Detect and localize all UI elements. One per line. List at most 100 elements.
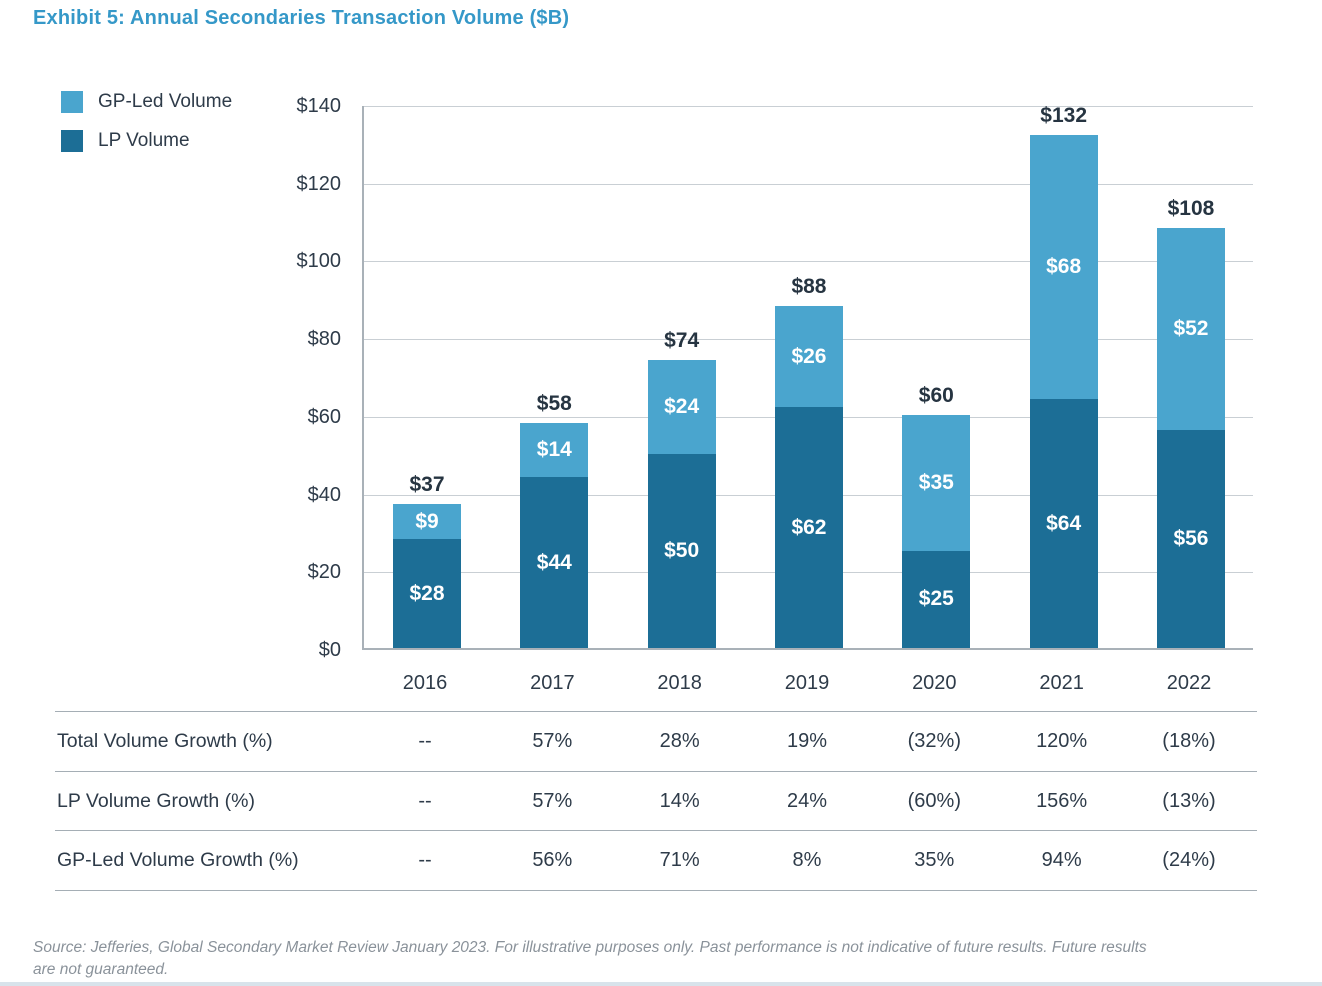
- y-axis-tick-label: $140: [296, 95, 342, 117]
- gp-led-segment: $68: [1029, 135, 1098, 400]
- table-cell-2020: (60%): [907, 789, 961, 812]
- source-note: Source: Jefferies, Global Secondary Mark…: [33, 937, 1233, 981]
- y-axis-tick-label: $80: [307, 328, 341, 351]
- lp-value-label: $44: [536, 550, 572, 574]
- growth-table: Total Volume Growth (%) -- 57% 28% 19% (32%) 1…: [55, 711, 1257, 891]
- lp-segment: $28: [393, 539, 461, 648]
- x-axis-year-label: 2021: [1039, 672, 1084, 694]
- lp-segment: $50: [647, 453, 716, 648]
- gridline: [364, 183, 1253, 185]
- total-value-label: $74: [664, 329, 700, 353]
- total-value-label: $132: [1040, 104, 1087, 128]
- legend-item-gp-led: GP-Led Volume: [61, 91, 232, 113]
- gp-led-segment: $26: [774, 306, 843, 408]
- page-title: Exhibit 5: Annual Secondaries Transactio…: [33, 7, 570, 29]
- y-axis-tick-label: $40: [307, 483, 341, 506]
- total-value-label: $88: [791, 275, 827, 299]
- gp-led-value-label: $26: [791, 344, 827, 368]
- x-axis-year-label: 2016: [402, 672, 448, 694]
- lp-segment: $44: [520, 477, 589, 648]
- lp-segment: $56: [1156, 430, 1225, 648]
- table-cell-2021: 120%: [1036, 730, 1088, 752]
- legend-label: GP-Led Volume: [98, 91, 233, 112]
- gp-led-segment: $14: [520, 422, 589, 478]
- table-cell-2022: (24%): [1162, 849, 1216, 872]
- table-cell-2019: 8%: [792, 849, 822, 872]
- y-axis-tick-label: $120: [296, 172, 342, 195]
- total-value-label: $108: [1167, 197, 1215, 221]
- y-axis-tick-label: $0: [318, 639, 341, 661]
- bar-column-2019: $26 $62 $88: [774, 275, 843, 648]
- gp-led-value-label: $14: [536, 437, 572, 461]
- table-cell-2018: 71%: [659, 849, 700, 872]
- gp-led-segment: $24: [647, 360, 716, 454]
- gp-led-value-label: $68: [1046, 255, 1082, 279]
- gp-led-value-label: $52: [1173, 317, 1209, 341]
- gp-led-value-label: $9: [415, 509, 439, 533]
- bar-column-2017: $14 $44 $58: [520, 392, 589, 648]
- bar-column-2022: $52 $56 $108: [1156, 197, 1225, 648]
- lp-segment: $64: [1029, 399, 1098, 648]
- source-line-1: Source: Jefferies, Global Secondary Mark…: [33, 939, 1147, 956]
- legend-swatch-icon: [61, 130, 83, 152]
- table-cell-2020: (32%): [907, 730, 961, 752]
- table-cell-2016: --: [418, 730, 432, 752]
- lp-value-label: $64: [1046, 511, 1082, 535]
- source-line-2: are not guaranteed.: [33, 961, 169, 978]
- total-value-label: $58: [536, 391, 572, 415]
- y-axis-tick-label: $20: [307, 561, 341, 584]
- page-bottom-border: [0, 982, 1322, 986]
- gp-led-segment: $9: [393, 504, 461, 540]
- table-cell-2020: 35%: [914, 849, 955, 872]
- bar-chart-plot: $9 $28 $37 $14 $44 $58 $24 $50 $74 $26 $62 $88 $35 $2…: [362, 104, 1253, 650]
- table-row: GP-Led Volume Growth (%) -- 56% 71% 8% 35% 94%…: [55, 830, 1257, 890]
- lp-segment: $25: [902, 550, 971, 648]
- lp-value-label: $62: [791, 515, 827, 539]
- gp-led-segment: $52: [1156, 228, 1225, 431]
- table-cell-2018: 14%: [659, 789, 700, 812]
- y-axis-tick-label: $60: [307, 405, 341, 428]
- y-axis-tick-label: $100: [296, 250, 342, 273]
- bar-column-2021: $68 $64 $132: [1029, 104, 1098, 648]
- x-axis-year-label: 2017: [530, 672, 575, 694]
- table-row-label: Total Volume Growth (%): [57, 730, 273, 752]
- lp-value-label: $25: [918, 587, 954, 611]
- table-cell-2019: 24%: [786, 789, 827, 812]
- table-cell-2021: 156%: [1036, 789, 1088, 812]
- table-cell-2017: 57%: [532, 730, 573, 752]
- table-cell-2021: 94%: [1041, 849, 1082, 872]
- table-row-label: LP Volume Growth (%): [57, 789, 255, 812]
- x-axis-year-label: 2018: [657, 672, 702, 694]
- lp-value-label: $56: [1173, 527, 1209, 551]
- table-cell-2018: 28%: [659, 730, 700, 752]
- legend-swatch-icon: [61, 91, 83, 113]
- bar-column-2016: $9 $28 $37: [393, 473, 461, 648]
- x-axis-year-label: 2019: [784, 672, 830, 694]
- bar-column-2020: $35 $25 $60: [902, 384, 971, 648]
- x-axis-year-label: 2022: [1166, 672, 1212, 694]
- table-row: Total Volume Growth (%) -- 57% 28% 19% (32%) 1…: [55, 711, 1257, 771]
- table-cell-2022: (13%): [1162, 789, 1216, 812]
- bar-column-2018: $24 $50 $74: [647, 329, 716, 648]
- table-row: LP Volume Growth (%) -- 57% 14% 24% (60%) 156%…: [55, 770, 1257, 831]
- table-cell-2016: --: [418, 789, 432, 812]
- gp-led-value-label: $35: [918, 470, 954, 494]
- x-axis-year-label: 2020: [912, 672, 957, 694]
- lp-segment: $62: [774, 407, 843, 648]
- gridline: [364, 261, 1253, 263]
- chart-legend: GP-Led Volume LP Volume: [61, 91, 232, 169]
- table-cell-2019: 19%: [786, 730, 827, 752]
- lp-value-label: $50: [664, 538, 700, 562]
- gridline: [364, 106, 1253, 107]
- table-cell-2022: (18%): [1162, 730, 1216, 752]
- table-cell-2017: 57%: [532, 789, 573, 812]
- table-cell-2017: 56%: [532, 849, 573, 872]
- legend-item-lp: LP Volume: [61, 130, 232, 152]
- table-cell-2016: --: [418, 849, 432, 872]
- table-row-label: GP-Led Volume Growth (%): [57, 849, 299, 872]
- gp-led-value-label: $24: [664, 395, 700, 419]
- total-value-label: $60: [918, 383, 954, 407]
- lp-value-label: $28: [409, 581, 445, 605]
- total-value-label: $37: [409, 473, 445, 497]
- gp-led-segment: $35: [902, 414, 971, 551]
